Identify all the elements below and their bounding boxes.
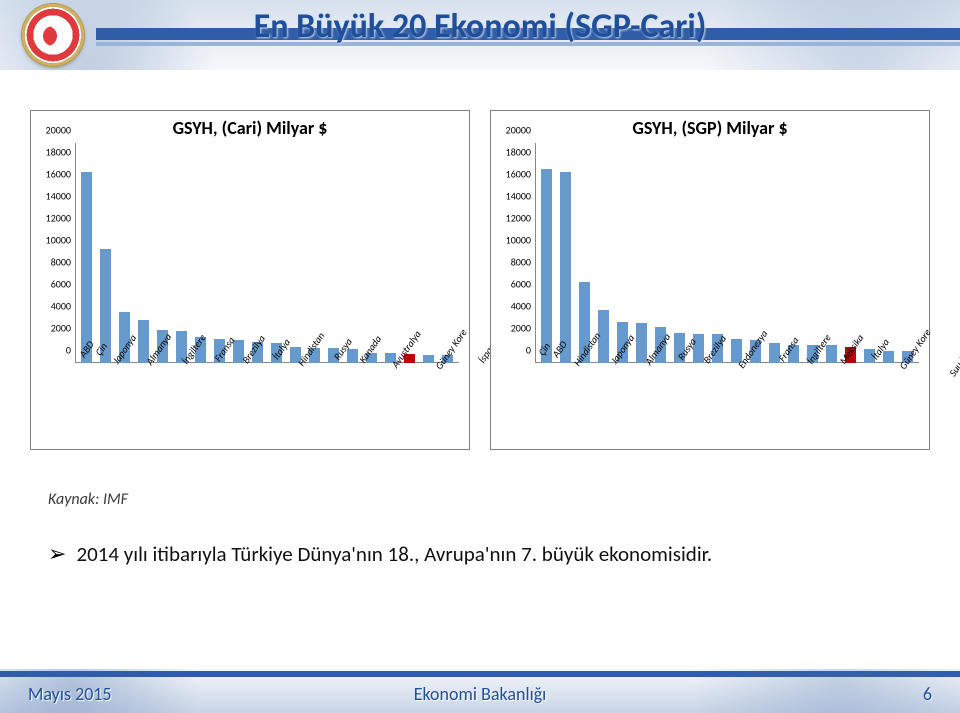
y-tick: 14000 xyxy=(506,190,531,203)
y-tick: 18000 xyxy=(506,146,531,159)
slide-footer: Mayıs 2015 Ekonomi Bakanlığı 6 xyxy=(0,669,960,713)
y-tick: 6000 xyxy=(511,278,531,291)
chart-gsyh-sgp: GSYH, (SGP) Milyar $ 0200040006000800010… xyxy=(490,110,930,450)
y-axis: 0200040006000800010000120001400016000180… xyxy=(35,143,75,363)
footer-stripe xyxy=(0,671,960,677)
y-tick: 16000 xyxy=(46,168,71,181)
y-tick: 10000 xyxy=(506,234,531,247)
slide-title: En Büyük 20 Ekonomi (SGP-Cari) xyxy=(0,6,960,47)
x-axis-labels: ABDÇinJaponyaAlmanyaİngiltereFransaBrezi… xyxy=(71,335,463,425)
y-tick: 2000 xyxy=(511,322,531,335)
bullet-text: 2014 yılı itibarıyla Türkiye Dünya'nın 1… xyxy=(76,541,712,567)
y-tick: 8000 xyxy=(511,256,531,269)
bullet-point: ➢ 2014 yılı itibarıyla Türkiye Dünya'nın … xyxy=(48,540,712,567)
y-tick: 4000 xyxy=(51,300,71,313)
footer-ministry: Ekonomi Bakanlığı xyxy=(0,683,960,705)
y-tick: 20000 xyxy=(46,124,71,137)
x-axis-labels: ÇinABDHindistanJaponyaAlmanyaRusyaBrezil… xyxy=(531,335,923,425)
bars-container xyxy=(75,143,459,363)
chart-plot: 0200040006000800010000120001400016000180… xyxy=(35,143,465,363)
y-tick: 20000 xyxy=(506,124,531,137)
y-tick: 4000 xyxy=(511,300,531,313)
charts-row: GSYH, (Cari) Milyar $ 020004000600080001… xyxy=(30,110,930,450)
y-tick: 8000 xyxy=(51,256,71,269)
y-tick: 12000 xyxy=(46,212,71,225)
y-tick: 14000 xyxy=(46,190,71,203)
bar xyxy=(538,169,555,363)
y-axis: 0200040006000800010000120001400016000180… xyxy=(495,143,535,363)
y-tick: 6000 xyxy=(51,278,71,291)
bullet-arrow-icon: ➢ xyxy=(48,540,66,567)
y-tick: 12000 xyxy=(506,212,531,225)
slide-header: En Büyük 20 Ekonomi (SGP-Cari) xyxy=(0,0,960,70)
y-tick: 18000 xyxy=(46,146,71,159)
footer-page-number: 6 xyxy=(923,683,932,705)
chart-plot: 0200040006000800010000120001400016000180… xyxy=(495,143,925,363)
y-tick: 16000 xyxy=(506,168,531,181)
source-note: Kaynak: IMF xyxy=(48,490,128,509)
chart-title: GSYH, (SGP) Milyar $ xyxy=(495,117,925,139)
y-tick: 10000 xyxy=(46,234,71,247)
y-tick: 2000 xyxy=(51,322,71,335)
chart-title: GSYH, (Cari) Milyar $ xyxy=(35,117,465,139)
chart-gsyh-cari: GSYH, (Cari) Milyar $ 020004000600080001… xyxy=(30,110,470,450)
